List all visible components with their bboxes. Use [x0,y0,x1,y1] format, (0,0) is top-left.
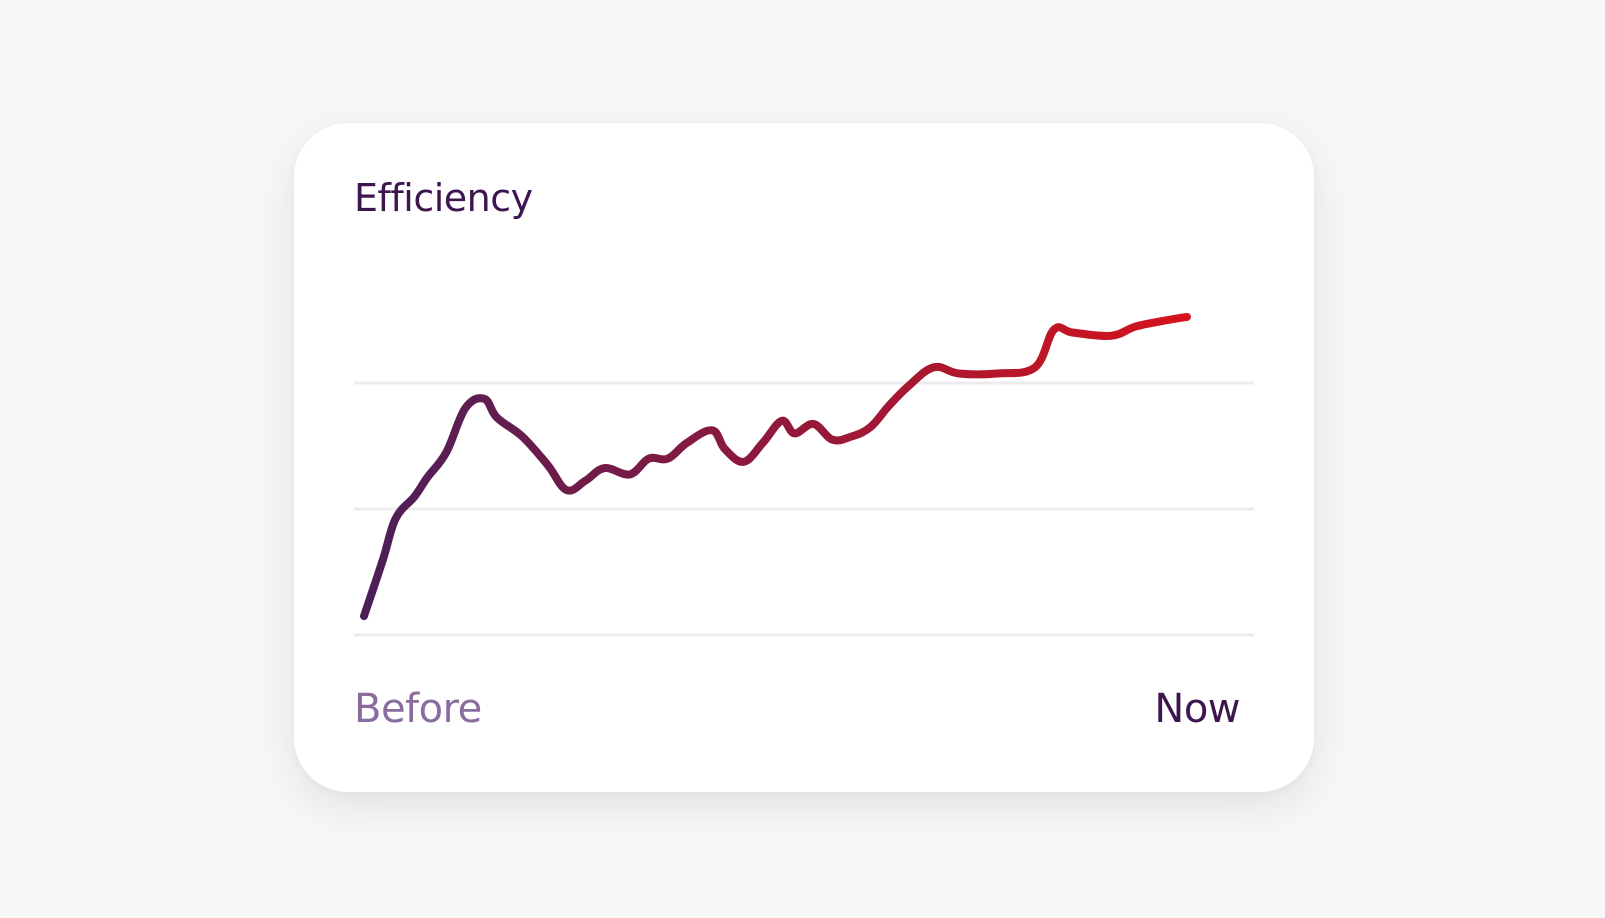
series-line [360,312,1191,621]
chart-title: Efficiency [354,176,533,220]
gridlines [354,381,1254,637]
x-start-label: Before [354,686,482,732]
efficiency-chart [354,312,1254,637]
efficiency-card: Efficiency Before Now [294,123,1314,792]
x-end-label: Now [1154,686,1240,732]
